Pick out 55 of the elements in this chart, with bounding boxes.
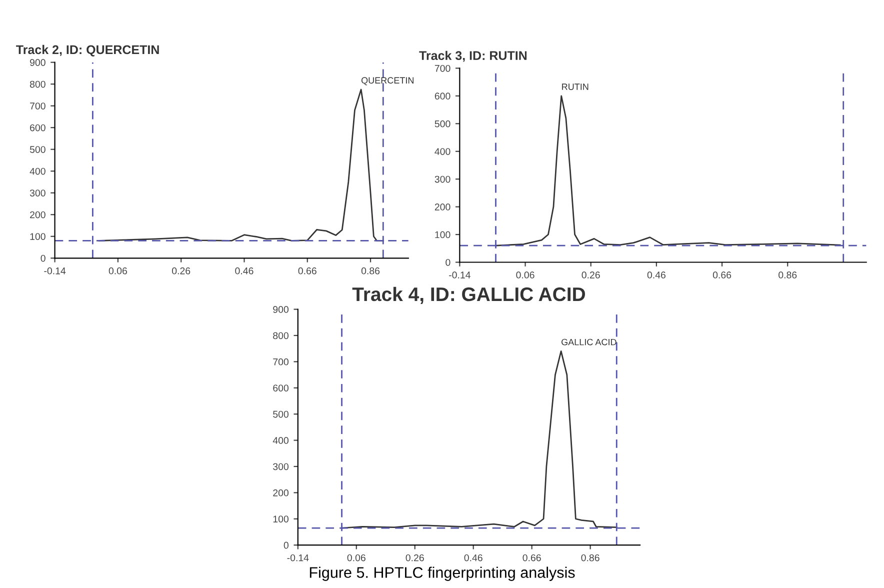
x-tick-label: 0.26 [406, 554, 424, 562]
y-tick-label: 600 [30, 124, 46, 132]
y-tick-label: 300 [30, 190, 46, 196]
annotation: RUTIN [562, 84, 588, 90]
y-tick-label: 300 [434, 176, 450, 183]
line-series [341, 350, 618, 529]
caption: Figure 5. HPTLC fingerprinting analysis [310, 566, 575, 581]
x-tick-label: -0.14 [449, 272, 470, 278]
y-tick-label: 0 [40, 254, 46, 262]
y-tick-label: 800 [273, 332, 288, 340]
chart-title: Track 2, ID: QUERCETIN [16, 44, 159, 56]
chart-title: Track 4, ID: GALLIC ACID [352, 286, 586, 304]
x-tick-label: 0.06 [347, 554, 366, 562]
x-tick-label: -0.14 [44, 267, 66, 274]
y-tick-label: 400 [272, 437, 288, 444]
y-tick-label: 600 [273, 384, 288, 392]
y-tick-label: 400 [30, 168, 46, 175]
y-tick-label: 300 [273, 463, 288, 470]
x-tick-label: 0.26 [582, 272, 600, 278]
y-tick-label: 900 [30, 59, 46, 66]
y-tick-label: 500 [434, 120, 450, 128]
y-tick-label: 200 [434, 204, 450, 210]
y-tick-label: 700 [434, 64, 450, 72]
y-tick-label: 700 [30, 102, 46, 110]
y-tick-label: 100 [30, 233, 46, 240]
y-tick-label: 500 [273, 410, 288, 418]
y-tick-label: 900 [273, 306, 288, 313]
annotation: QUERCETIN [361, 77, 414, 86]
y-tick-label: 400 [434, 148, 450, 155]
y-tick-label: 600 [434, 92, 450, 100]
chart-title: Track 3, ID: RUTIN [419, 50, 527, 62]
y-tick-label: 200 [30, 211, 46, 218]
y-tick-label: 100 [435, 231, 450, 238]
y-tick-label: 500 [30, 146, 46, 153]
y-tick-label: 0 [446, 258, 450, 266]
x-tick-label: 0.46 [647, 272, 666, 278]
x-tick-label: 0.66 [712, 272, 732, 278]
y-tick-label: 700 [273, 358, 288, 366]
y-tick-label: 100 [273, 516, 288, 522]
x-tick-label: 0.06 [516, 272, 534, 278]
x-tick-label: 0.86 [581, 554, 600, 562]
y-tick-label: 0 [284, 542, 288, 549]
x-tick-label: 0.46 [464, 554, 482, 562]
y-tick-label: 800 [30, 80, 46, 88]
x-tick-label: 0.66 [298, 267, 316, 274]
x-tick-label: 0.06 [108, 267, 127, 274]
x-tick-label: 0.86 [361, 267, 380, 274]
annotation: GALLIC ACID [562, 338, 616, 346]
x-tick-label: 0.66 [522, 554, 541, 562]
x-tick-label: 0.86 [778, 272, 797, 278]
line-series [495, 95, 841, 246]
y-tick-label: 200 [273, 489, 288, 496]
x-tick-label: 0.46 [235, 267, 254, 274]
x-tick-label: 0.26 [172, 267, 190, 274]
x-tick-label: -0.14 [287, 554, 309, 562]
